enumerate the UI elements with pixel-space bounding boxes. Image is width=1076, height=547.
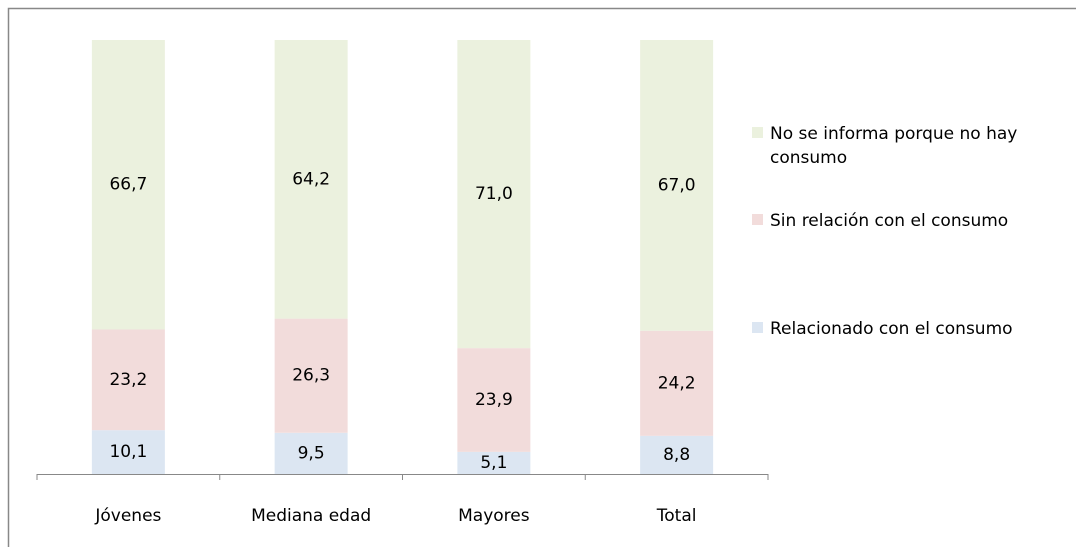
bar-segment bbox=[274, 40, 348, 319]
data-label: 10,1 bbox=[109, 442, 147, 462]
data-label: 26,3 bbox=[292, 366, 330, 386]
bar-segment bbox=[91, 40, 165, 330]
legend-item: Relacionado con el consumo bbox=[752, 317, 1062, 341]
data-label: 23,9 bbox=[475, 390, 513, 410]
legend-swatch bbox=[752, 322, 763, 333]
bar-segment bbox=[457, 348, 531, 452]
x-tick-label: Mayores bbox=[458, 506, 530, 526]
x-tick-label: Mediana edad bbox=[251, 506, 371, 526]
legend-swatch bbox=[752, 127, 763, 138]
data-label: 66,7 bbox=[109, 175, 147, 195]
data-label: 5,1 bbox=[480, 453, 507, 473]
bar-segment bbox=[640, 435, 714, 474]
bar-segment bbox=[91, 329, 165, 431]
legend-item: No se informa porque no hay consumo bbox=[752, 122, 1062, 170]
data-label: 67,0 bbox=[658, 175, 696, 195]
data-label: 64,2 bbox=[292, 169, 330, 189]
legend-label: Sin relación con el consumo bbox=[770, 211, 1009, 231]
bar-segment bbox=[274, 432, 348, 474]
legend-swatch bbox=[752, 214, 763, 225]
legend-item: Sin relación con el consumo bbox=[752, 209, 1062, 233]
data-label: 24,2 bbox=[658, 373, 696, 393]
x-tick-label: Jóvenes bbox=[94, 506, 161, 526]
legend-label: No se informa porque no hay consumo bbox=[770, 124, 1018, 168]
bar-segment bbox=[457, 40, 531, 349]
bar-segment bbox=[640, 40, 714, 331]
bar-segment bbox=[91, 430, 165, 474]
bar-segment bbox=[457, 451, 531, 474]
data-label: 9,5 bbox=[298, 443, 325, 463]
bar-segment bbox=[274, 318, 348, 433]
chart-border bbox=[7, 7, 1076, 547]
legend-label: Relacionado con el consumo bbox=[770, 319, 1013, 339]
data-label: 23,2 bbox=[109, 370, 147, 390]
data-label: 71,0 bbox=[475, 184, 513, 204]
x-tick-label: Total bbox=[656, 506, 697, 526]
data-label: 8,8 bbox=[663, 445, 690, 465]
bar-segment bbox=[640, 330, 714, 436]
